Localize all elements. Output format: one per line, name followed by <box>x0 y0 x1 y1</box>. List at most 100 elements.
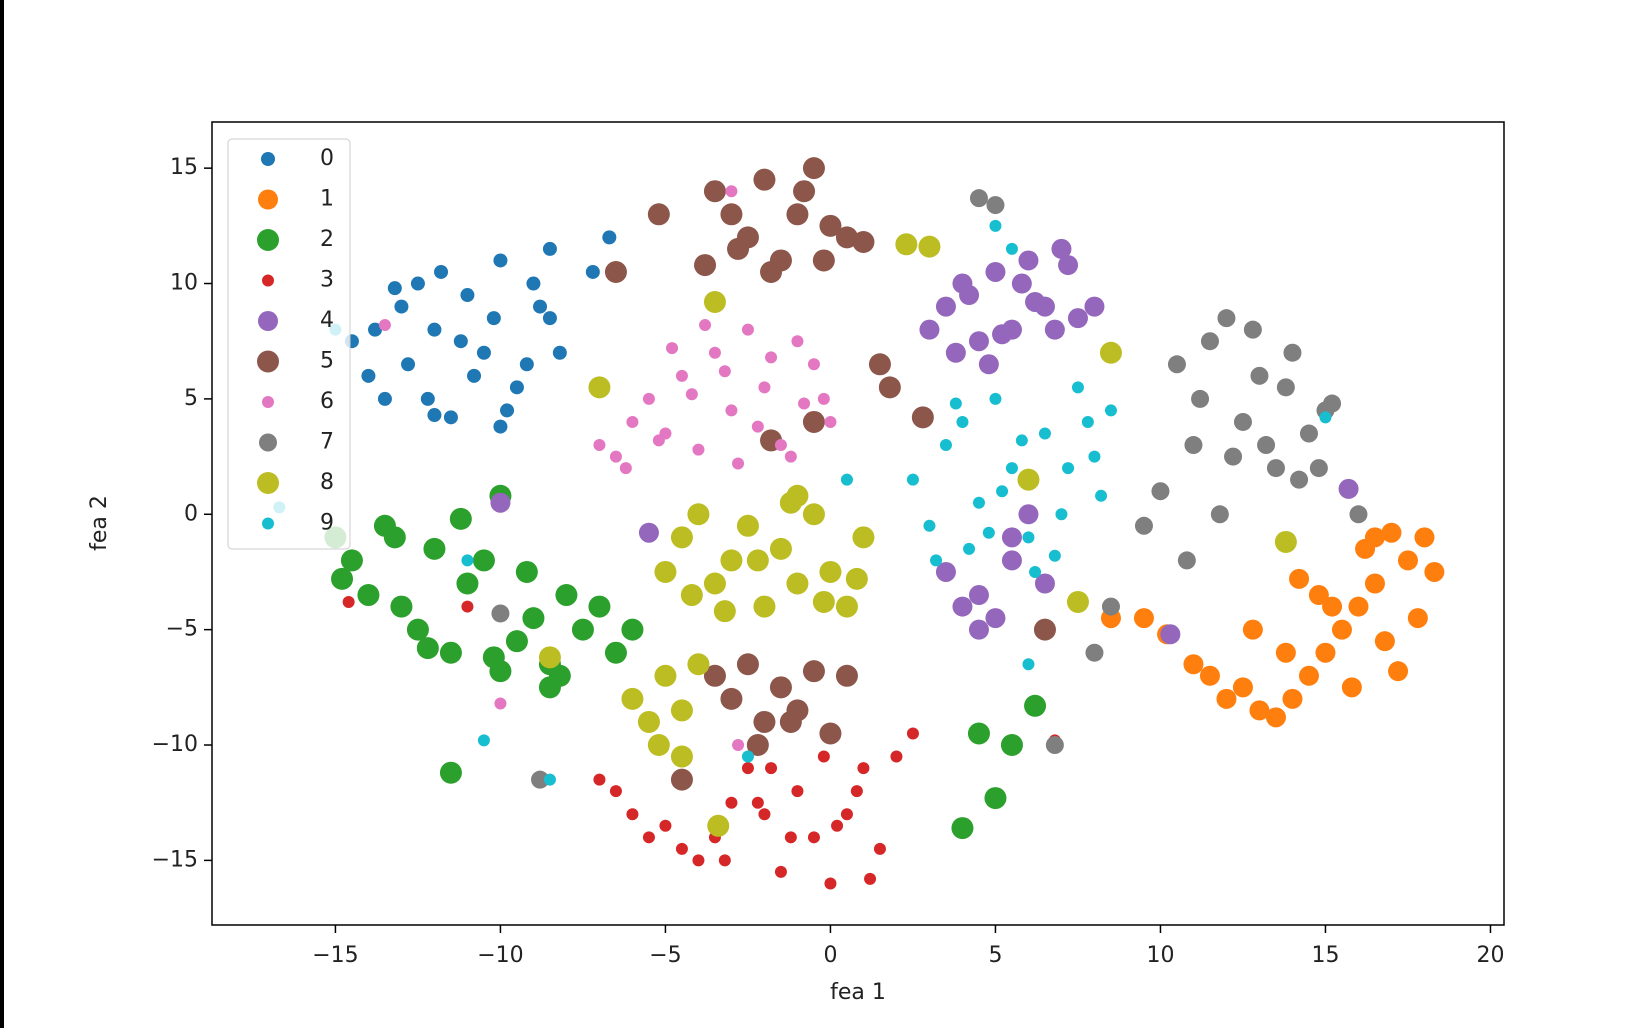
point <box>626 808 639 821</box>
point <box>460 288 475 303</box>
point <box>1243 320 1262 339</box>
y-tick-label: 0 <box>184 501 198 526</box>
point <box>765 762 778 775</box>
legend-label: 1 <box>320 187 334 212</box>
point <box>331 567 354 590</box>
point <box>340 549 363 572</box>
point <box>654 664 677 687</box>
point <box>489 660 512 683</box>
point <box>985 608 1006 629</box>
point <box>1265 707 1286 728</box>
point <box>840 808 853 821</box>
point <box>593 773 606 786</box>
point <box>725 404 738 417</box>
point <box>718 365 731 378</box>
point <box>992 324 1013 345</box>
point <box>542 241 557 256</box>
point <box>817 392 830 405</box>
legend-marker <box>257 229 279 251</box>
point <box>1322 596 1343 617</box>
point <box>713 600 736 623</box>
point <box>793 180 816 203</box>
point <box>1341 677 1362 698</box>
x-tick-label: −10 <box>477 943 523 968</box>
point <box>1250 366 1269 385</box>
point <box>1001 527 1022 548</box>
point <box>774 439 787 452</box>
point <box>703 664 726 687</box>
legend: 0 1 2 3 4 5 6 7 8 9 <box>227 138 351 550</box>
point <box>784 831 797 844</box>
legend-label: 6 <box>320 389 334 414</box>
point <box>1249 700 1270 721</box>
point <box>453 334 468 349</box>
point <box>1034 573 1055 594</box>
point <box>1414 527 1435 548</box>
point <box>526 276 541 291</box>
point <box>1348 596 1369 617</box>
point <box>423 537 446 560</box>
point <box>812 249 835 272</box>
point <box>1177 551 1196 570</box>
point <box>850 785 863 798</box>
point <box>819 214 842 237</box>
point <box>1044 319 1065 340</box>
y-tick-label: 5 <box>184 386 198 411</box>
point <box>951 817 974 840</box>
point <box>760 260 783 283</box>
point <box>378 319 391 332</box>
point <box>817 750 830 763</box>
point <box>1088 450 1101 463</box>
point <box>864 872 877 885</box>
point <box>538 646 561 669</box>
point <box>1388 661 1409 682</box>
point <box>746 734 769 757</box>
point <box>509 380 524 395</box>
point <box>703 290 726 313</box>
point <box>949 397 962 410</box>
point <box>835 226 858 249</box>
point <box>857 762 870 775</box>
legend-marker <box>257 472 279 494</box>
point <box>945 342 966 363</box>
point <box>824 877 837 890</box>
point <box>1338 478 1359 499</box>
point <box>1017 468 1040 491</box>
point <box>1085 643 1104 662</box>
point <box>918 235 941 258</box>
point <box>720 203 743 226</box>
point <box>522 607 545 630</box>
point <box>1038 427 1051 440</box>
point <box>477 734 490 747</box>
point <box>533 299 548 314</box>
point <box>878 376 901 399</box>
point <box>952 596 973 617</box>
point <box>642 831 655 844</box>
point <box>692 854 705 867</box>
point <box>390 595 413 618</box>
y-tick-label: 10 <box>170 271 198 296</box>
point <box>1183 654 1204 675</box>
point <box>989 392 1002 405</box>
point <box>383 526 406 549</box>
point <box>718 854 731 867</box>
point <box>666 342 679 355</box>
point <box>968 331 989 352</box>
point <box>959 285 980 306</box>
point <box>406 618 429 641</box>
point <box>670 768 693 791</box>
point <box>687 653 710 676</box>
point <box>791 335 804 348</box>
point <box>720 549 743 572</box>
y-tick-label: −10 <box>152 732 198 757</box>
legend-marker <box>258 311 278 331</box>
point <box>807 358 820 371</box>
point <box>361 368 376 383</box>
point <box>802 503 825 526</box>
point <box>531 770 550 789</box>
point <box>939 439 952 452</box>
point <box>802 157 825 180</box>
point <box>670 526 693 549</box>
point <box>1308 585 1329 606</box>
point <box>687 503 710 526</box>
